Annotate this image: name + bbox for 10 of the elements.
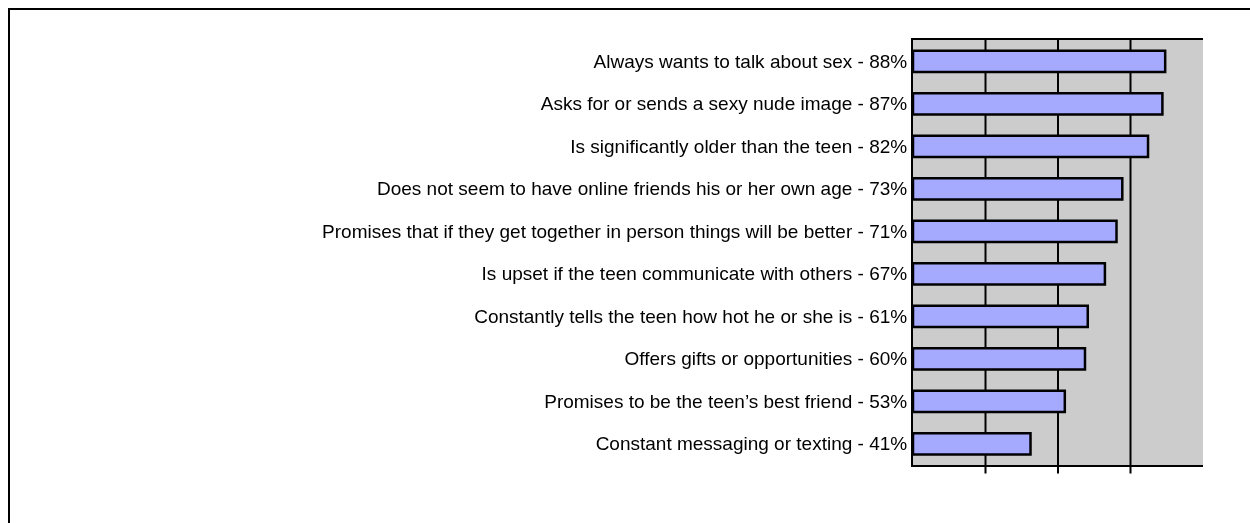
y-tick-label: Asks for or sends a sexy nude image - 87%	[540, 93, 908, 115]
y-tick-label: Offers gifts or opportunities - 60%	[624, 348, 908, 370]
y-tick-label: Is significantly older than the teen - 82%	[570, 135, 908, 157]
y-tick-label: Constantly tells the teen how hot he or she is - 61%	[474, 305, 908, 327]
y-tick-label: Constant messaging or texting - 41%	[595, 433, 908, 455]
y-tick-label: Promises to be the teen’s best friend - 53%	[544, 390, 908, 412]
y-tick-label: Always wants to talk about sex - 88%	[593, 50, 908, 72]
y-tick-label: Does not seem to have online friends his or her own age - 73%	[377, 178, 908, 200]
y-tick-label: Is upset if the teen communicate with others - 67%	[481, 263, 908, 285]
y-tick-label: Promises that if they get together in person things will be better - 71%	[322, 220, 908, 242]
